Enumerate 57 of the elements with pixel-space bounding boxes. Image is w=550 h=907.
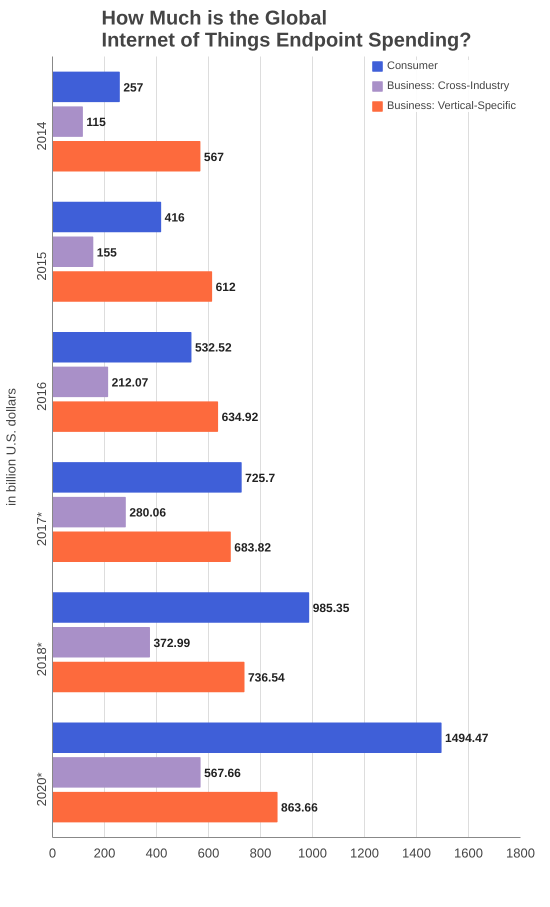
legend-label: Business: Vertical-Specific	[387, 100, 516, 112]
bar	[52, 496, 126, 528]
bar	[52, 202, 162, 232]
data-label: 280.06	[129, 506, 166, 520]
bar	[52, 236, 94, 267]
data-label: 634.92	[222, 410, 259, 424]
bar	[52, 592, 310, 623]
y-tick-label: 2015	[34, 252, 49, 281]
bar	[52, 757, 201, 788]
bar	[52, 106, 83, 137]
bar	[52, 271, 212, 302]
bar	[52, 72, 120, 102]
data-label: 372.99	[153, 636, 191, 650]
bar	[52, 627, 150, 658]
bar	[52, 366, 108, 398]
data-label: 612	[216, 280, 236, 294]
x-tick-label: 1000	[298, 846, 327, 860]
x-tick-label: 400	[146, 846, 168, 860]
y-tick-label: 2014	[34, 122, 49, 151]
x-tick-label: 1200	[350, 846, 379, 860]
bar	[52, 532, 231, 562]
data-label: 416	[164, 210, 186, 225]
bar	[52, 332, 192, 362]
bar	[52, 662, 244, 692]
bar	[52, 792, 278, 822]
chart-title: How Much is the Global Internet of Things Endpoint Spending?	[102, 8, 472, 52]
x-tick-label: 600	[198, 846, 220, 860]
bar	[52, 401, 218, 432]
bar	[52, 462, 242, 493]
y-axis-title: in billion U.S. dollars	[4, 388, 18, 506]
y-tick-label: 2017*	[34, 512, 49, 546]
x-tick-label: 200	[94, 846, 116, 860]
data-label: 532.52	[194, 340, 232, 355]
x-tick-label: 800	[250, 846, 272, 860]
data-label: 863.66	[281, 800, 318, 815]
bar	[52, 141, 200, 172]
y-tick-label: 2016	[34, 382, 49, 411]
data-label: 257	[123, 80, 144, 94]
data-label: 567	[204, 150, 224, 164]
data-label: 736.54	[248, 670, 286, 684]
x-tick-label: 0	[48, 846, 56, 860]
data-label: 1494.47	[445, 731, 489, 746]
legend-label: Consumer	[387, 60, 438, 72]
data-label: 725.7	[245, 470, 276, 485]
data-label: 212.07	[112, 375, 149, 390]
y-tick-label: 2020*	[34, 772, 49, 806]
bar	[52, 722, 442, 753]
x-tick-label: 1800	[506, 846, 535, 860]
data-label: 567.66	[204, 766, 242, 780]
legend-label: Business: Cross-Industry	[387, 80, 510, 92]
x-tick-label: 1400	[402, 846, 431, 860]
data-label: 683.82	[234, 540, 272, 554]
data-label: 985.35	[312, 601, 350, 616]
data-label: 115	[86, 115, 106, 130]
data-label: 155	[96, 245, 118, 260]
y-tick-label: 2018*	[34, 642, 49, 676]
x-tick-label: 1600	[454, 846, 483, 860]
